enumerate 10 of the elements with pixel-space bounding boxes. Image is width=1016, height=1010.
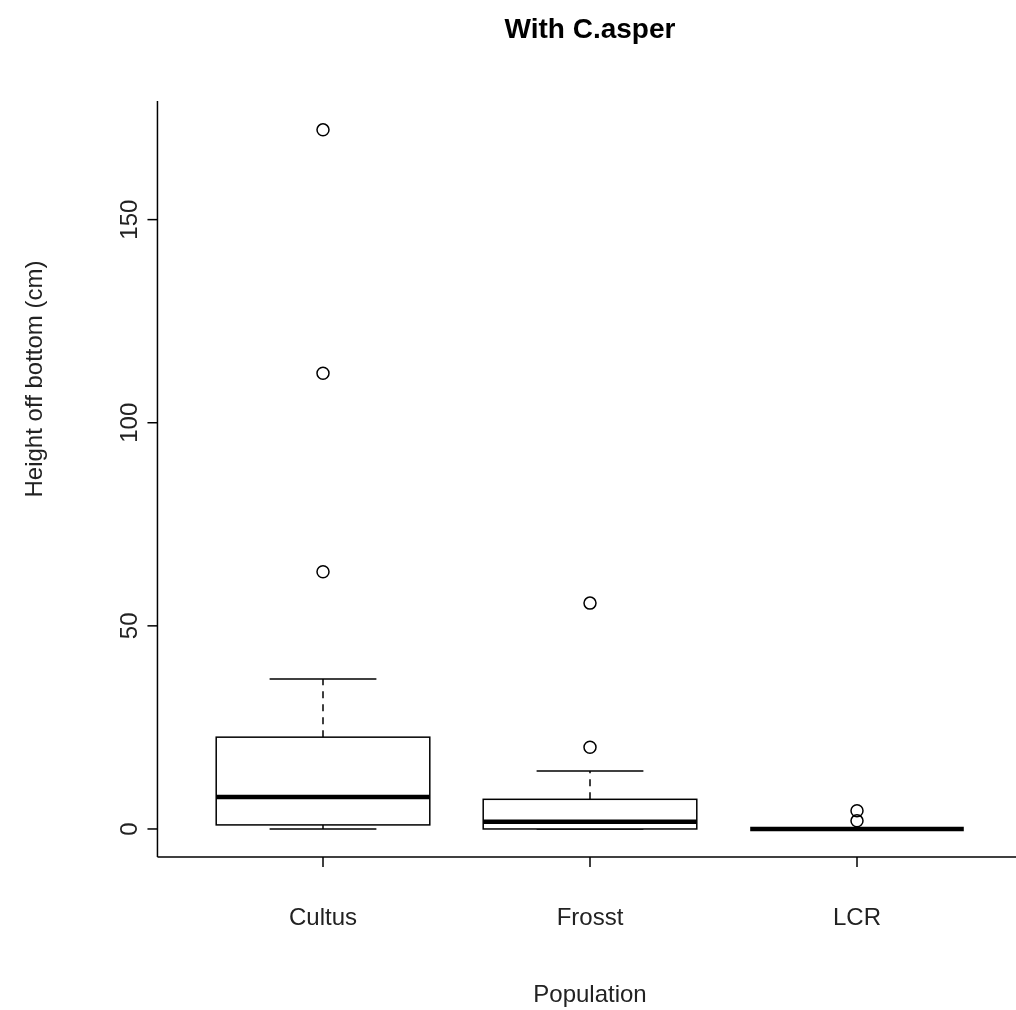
x-tick-label: Cultus <box>288 903 358 930</box>
x-axis-title: Population <box>533 980 647 1007</box>
y-tick-label: 50 <box>115 612 143 640</box>
x-tick-label: Frosst <box>556 903 624 930</box>
y-tick-label: 150 <box>115 199 143 240</box>
x-tick-label: LCR <box>832 903 882 930</box>
y-axis-title: Height off bottom (cm) <box>20 260 47 498</box>
y-tick-label: 100 <box>115 402 143 443</box>
chart-title: With C.asper <box>504 13 676 44</box>
y-tick-label: 0 <box>115 822 143 836</box>
